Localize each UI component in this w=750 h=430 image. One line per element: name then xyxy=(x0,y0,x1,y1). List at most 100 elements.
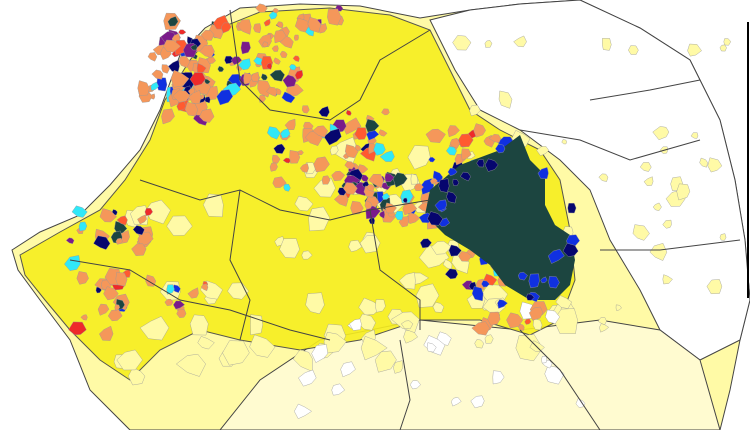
colored-commune xyxy=(350,200,364,215)
colored-commune xyxy=(178,56,191,68)
colored-commune xyxy=(402,202,418,216)
colored-commune xyxy=(272,7,279,14)
edge-commune xyxy=(481,280,490,288)
colored-commune xyxy=(240,41,251,55)
colored-commune xyxy=(282,157,292,164)
colored-commune xyxy=(282,74,297,88)
colored-commune xyxy=(307,16,322,33)
colored-commune xyxy=(199,44,215,58)
colored-commune xyxy=(378,129,388,137)
colored-commune xyxy=(137,214,147,225)
pale-commune xyxy=(375,299,386,313)
colored-commune xyxy=(266,62,273,70)
pale-commune xyxy=(398,272,416,290)
colored-commune xyxy=(269,162,278,172)
colored-commune xyxy=(271,154,281,164)
edge-commune xyxy=(526,293,535,301)
colored-commune xyxy=(164,298,174,306)
pale-commune xyxy=(687,43,702,57)
edge-commune xyxy=(444,268,459,280)
colored-commune xyxy=(506,312,524,329)
colored-commune xyxy=(103,286,119,301)
colored-commune xyxy=(354,127,368,140)
colored-commune xyxy=(132,225,145,236)
colored-commune xyxy=(178,29,187,35)
pale-commune xyxy=(305,292,325,315)
pale-commune xyxy=(348,239,363,252)
colored-commune xyxy=(428,157,436,163)
colored-commune xyxy=(518,323,525,331)
pale-commune xyxy=(407,145,431,170)
colored-commune xyxy=(80,314,88,321)
colored-commune xyxy=(114,304,121,312)
pale-commune xyxy=(410,173,418,185)
colored-commune xyxy=(97,303,110,316)
white-commune xyxy=(545,309,560,324)
colored-commune xyxy=(199,108,215,123)
colored-commune xyxy=(274,29,287,44)
pale-commune xyxy=(401,320,414,330)
colored-commune xyxy=(284,118,296,131)
colored-commune xyxy=(76,271,89,285)
colored-commune xyxy=(147,52,158,62)
colored-commune xyxy=(253,23,262,34)
pale-commune xyxy=(561,139,568,145)
colored-commune xyxy=(461,148,472,161)
colored-commune xyxy=(373,142,386,156)
pale-commune xyxy=(676,183,691,201)
colored-commune xyxy=(394,210,404,221)
colored-commune xyxy=(188,89,202,105)
colored-commune xyxy=(354,144,361,151)
colored-commune xyxy=(227,73,245,88)
colored-commune xyxy=(471,321,490,336)
colored-commune xyxy=(299,163,309,173)
colored-commune xyxy=(425,128,446,143)
colored-commune xyxy=(220,22,232,34)
colored-commune xyxy=(342,182,358,195)
colored-commune xyxy=(99,325,114,341)
edge-commune xyxy=(567,202,577,214)
pale-commune xyxy=(308,206,330,232)
pale-commune xyxy=(313,177,336,198)
colored-commune xyxy=(190,44,198,51)
white-commune xyxy=(470,395,485,409)
colored-commune xyxy=(187,287,199,299)
colored-commune xyxy=(528,306,544,321)
county-borders xyxy=(69,9,741,430)
edge-commune xyxy=(452,178,460,187)
colored-commune xyxy=(366,184,375,192)
edge-commune xyxy=(497,299,508,309)
colored-commune xyxy=(65,237,75,245)
colored-commune xyxy=(327,8,342,26)
colored-commune xyxy=(271,45,279,52)
pale-commune xyxy=(690,132,699,139)
white-commune xyxy=(451,397,462,407)
edge-commune xyxy=(484,158,499,172)
colored-commune xyxy=(449,137,461,149)
colored-commune xyxy=(365,118,380,133)
colored-commune xyxy=(273,143,286,154)
edge-commune xyxy=(528,273,540,289)
pale-commune xyxy=(513,35,527,48)
colored-commune xyxy=(68,321,87,336)
pale-commune xyxy=(197,336,215,350)
colored-commune xyxy=(384,173,395,182)
pale-commune xyxy=(662,274,673,285)
colored-commune xyxy=(161,64,170,74)
pale-commune xyxy=(707,157,723,173)
colored-commune xyxy=(115,237,123,245)
pale-commune xyxy=(699,157,708,168)
pale-commune xyxy=(294,195,314,212)
colored-commune xyxy=(262,41,269,48)
edge-commune xyxy=(419,238,432,249)
colored-commune xyxy=(458,133,474,148)
colored-commune xyxy=(313,156,330,173)
colored-commune xyxy=(116,215,128,226)
colored-commune xyxy=(168,59,180,72)
colored-commune xyxy=(156,77,168,92)
pale-commune xyxy=(652,202,662,212)
pale-commune xyxy=(393,360,404,374)
colored-commune xyxy=(151,69,164,80)
pale-commune xyxy=(484,40,493,48)
